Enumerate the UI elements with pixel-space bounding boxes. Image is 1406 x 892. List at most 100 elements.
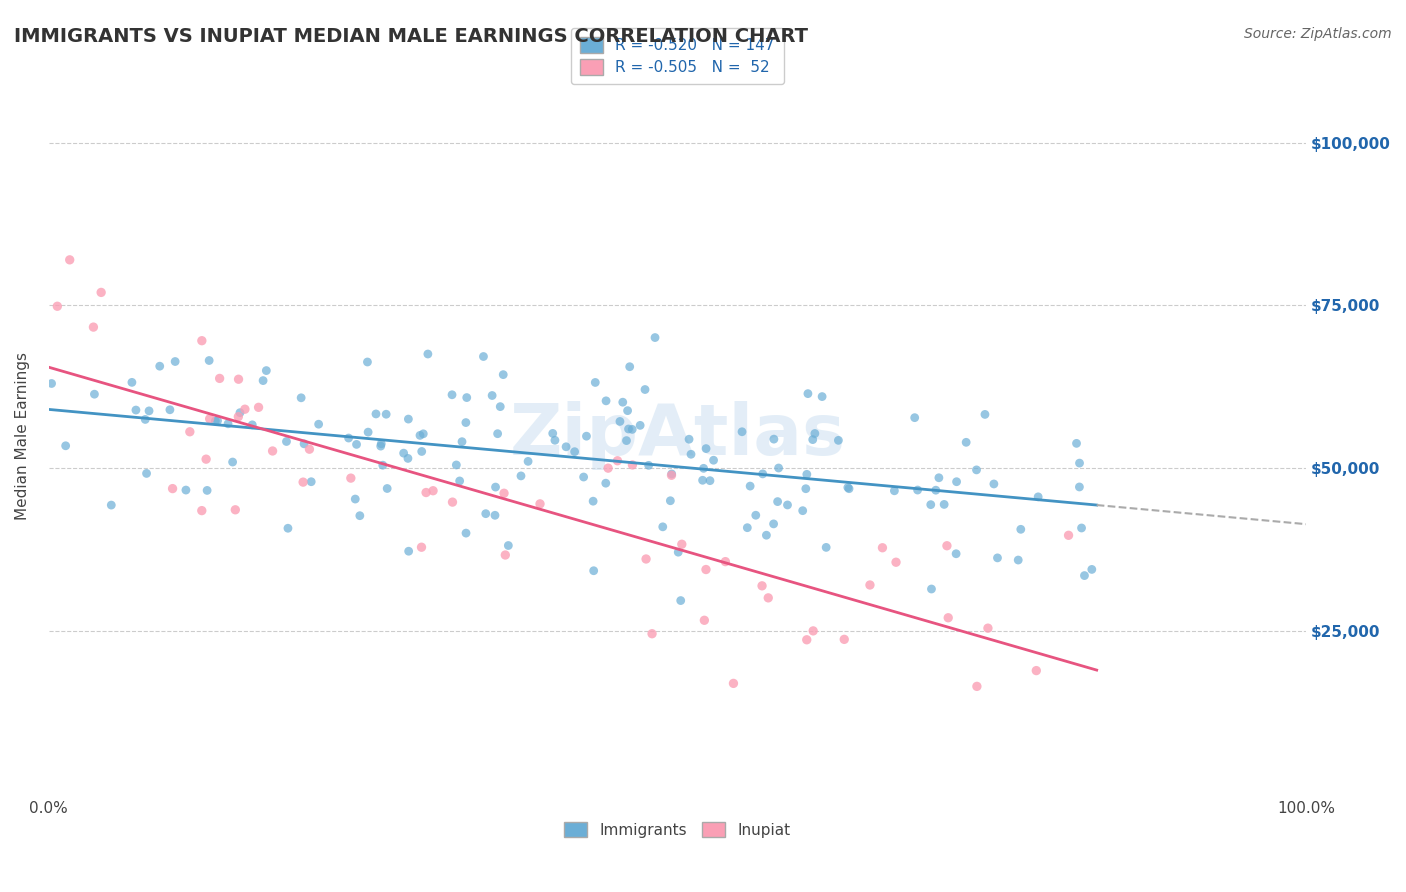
Point xyxy=(46,299,69,313)
Point xyxy=(666,545,689,559)
Point xyxy=(621,458,644,472)
Point xyxy=(1025,664,1047,678)
Point xyxy=(1066,436,1088,450)
Point xyxy=(794,482,817,496)
Point xyxy=(276,434,298,449)
Point xyxy=(928,471,950,485)
Point xyxy=(582,494,605,508)
Point xyxy=(292,437,315,451)
Point xyxy=(745,508,768,523)
Point xyxy=(529,497,551,511)
Point xyxy=(217,417,239,431)
Point xyxy=(349,508,371,523)
Point xyxy=(661,467,683,481)
Point xyxy=(628,418,651,433)
Point xyxy=(541,426,564,441)
Point xyxy=(449,474,471,488)
Point xyxy=(340,471,363,485)
Point xyxy=(396,412,419,426)
Legend: Immigrants, Inupiat: Immigrants, Inupiat xyxy=(558,815,797,844)
Point xyxy=(412,426,434,441)
Point xyxy=(204,414,226,428)
Point xyxy=(872,541,894,555)
Point xyxy=(292,475,315,490)
Point xyxy=(966,679,988,693)
Point xyxy=(228,372,250,386)
Point xyxy=(695,562,717,576)
Point xyxy=(612,395,634,409)
Point xyxy=(934,497,956,511)
Point xyxy=(100,498,122,512)
Point xyxy=(679,447,702,461)
Point xyxy=(221,455,243,469)
Point xyxy=(356,355,378,369)
Point xyxy=(240,417,263,432)
Point xyxy=(371,458,394,473)
Point xyxy=(398,544,420,558)
Point xyxy=(595,393,617,408)
Point xyxy=(920,498,942,512)
Point xyxy=(228,409,250,424)
Point xyxy=(370,437,392,451)
Point xyxy=(375,482,398,496)
Point xyxy=(486,426,509,441)
Point xyxy=(572,470,595,484)
Text: IMMIGRANTS VS INUPIAT MEDIAN MALE EARNINGS CORRELATION CHART: IMMIGRANTS VS INUPIAT MEDIAN MALE EARNIN… xyxy=(14,27,808,45)
Point xyxy=(637,458,659,473)
Point xyxy=(582,564,605,578)
Point xyxy=(621,422,644,436)
Point xyxy=(472,350,495,364)
Point xyxy=(411,444,433,458)
Point xyxy=(1069,480,1091,494)
Point xyxy=(595,476,617,491)
Point xyxy=(636,552,658,566)
Point xyxy=(678,432,700,446)
Point xyxy=(617,422,640,436)
Point xyxy=(83,387,105,401)
Point xyxy=(191,503,214,517)
Point xyxy=(415,485,437,500)
Point xyxy=(55,439,77,453)
Point xyxy=(229,406,252,420)
Point xyxy=(838,482,860,496)
Point xyxy=(492,368,515,382)
Point xyxy=(364,407,387,421)
Point xyxy=(986,550,1008,565)
Point xyxy=(598,461,620,475)
Point xyxy=(555,440,578,454)
Point xyxy=(776,498,799,512)
Point xyxy=(1010,522,1032,536)
Point xyxy=(409,428,432,442)
Point xyxy=(441,388,464,402)
Point xyxy=(179,425,201,439)
Point xyxy=(583,376,606,390)
Point xyxy=(484,508,506,523)
Point xyxy=(82,320,104,334)
Point xyxy=(290,391,312,405)
Point xyxy=(740,479,762,493)
Point xyxy=(859,578,882,592)
Point xyxy=(1007,553,1029,567)
Point xyxy=(446,458,468,472)
Point xyxy=(1069,456,1091,470)
Point xyxy=(714,555,737,569)
Point xyxy=(564,444,586,458)
Point xyxy=(723,676,745,690)
Point xyxy=(299,475,322,489)
Point xyxy=(59,252,82,267)
Point xyxy=(135,467,157,481)
Point xyxy=(737,521,759,535)
Point xyxy=(1081,562,1104,576)
Point xyxy=(138,404,160,418)
Point xyxy=(492,486,515,500)
Point xyxy=(641,626,664,640)
Point xyxy=(198,353,221,368)
Point xyxy=(634,383,657,397)
Point xyxy=(1057,528,1080,542)
Point xyxy=(801,433,824,447)
Point xyxy=(125,403,148,417)
Point xyxy=(801,624,824,638)
Point xyxy=(1026,490,1049,504)
Point xyxy=(1070,521,1092,535)
Point xyxy=(392,446,415,460)
